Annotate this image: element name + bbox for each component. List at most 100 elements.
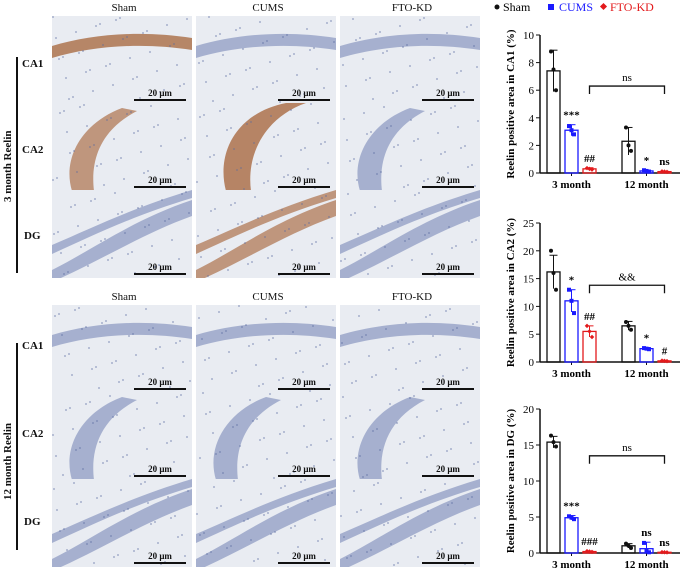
- scale-bar: 20 μm: [422, 88, 474, 101]
- data-point: [551, 271, 556, 276]
- scale-bar: 20 μm: [422, 464, 474, 477]
- data-point: [587, 329, 592, 334]
- scale-bar: 20 μm: [134, 377, 186, 390]
- scale-bar-label: 20 μm: [148, 175, 172, 185]
- data-point: [647, 550, 651, 555]
- x-tick-label: 3 month: [552, 179, 591, 191]
- legend-cums-label: CUMS: [559, 0, 593, 14]
- micrograph-panel: 20 μm: [52, 190, 192, 278]
- scale-bar: 20 μm: [422, 175, 474, 188]
- data-point: [659, 549, 665, 555]
- bar-cums: [639, 170, 654, 174]
- scale-bar-label: 20 μm: [292, 262, 316, 272]
- significance-label: ns: [659, 156, 670, 168]
- micrograph-panel: 20 μm: [52, 103, 192, 191]
- tissue-section-icon: [343, 105, 479, 191]
- data-point: [664, 550, 670, 555]
- data-point: [664, 358, 670, 364]
- y-axis-label: Reelin positive area in CA2 (%): [505, 218, 517, 368]
- tissue-section-icon: [52, 479, 192, 567]
- column-title-fto-kd-12m: FTO-KD: [391, 291, 433, 303]
- data-point: [567, 124, 571, 129]
- data-point: [551, 67, 556, 72]
- significance-label: ###: [581, 536, 598, 548]
- data-point: [572, 311, 576, 316]
- data-point: [584, 323, 590, 329]
- data-point: [587, 166, 592, 172]
- micrograph-panel: 20 μm: [340, 190, 480, 278]
- block-bracket-12-month: [16, 343, 18, 550]
- bar-fto-kd: [582, 550, 597, 554]
- y-tick-label: 8: [529, 58, 535, 70]
- data-point: [572, 517, 576, 522]
- scale-bar-line: [134, 562, 186, 564]
- data-point: [644, 346, 649, 351]
- scale-bar-line: [134, 475, 186, 477]
- data-point: [584, 548, 590, 554]
- scale-bar-label: 20 μm: [436, 175, 460, 185]
- scale-bar-label: 20 μm: [292, 464, 316, 474]
- data-point: [659, 169, 665, 174]
- significance-label: ns: [641, 527, 652, 539]
- bracket-label: ns: [622, 72, 632, 84]
- scale-bar-label: 20 μm: [436, 377, 460, 387]
- scale-bar-label: 20 μm: [436, 262, 460, 272]
- tissue-section-icon: [199, 392, 335, 480]
- significance-label: ***: [563, 110, 580, 122]
- data-point: [642, 346, 646, 351]
- data-point: [589, 549, 595, 555]
- micrograph-panel: 20 μm: [340, 479, 480, 567]
- micrograph-panel: 20 μm: [340, 392, 480, 480]
- data-point: [554, 287, 558, 292]
- significance-label: ##: [584, 311, 596, 323]
- tissue-section-icon: [196, 16, 336, 103]
- data-point: [624, 541, 628, 546]
- y-tick-label: 15: [523, 440, 535, 452]
- bar-cums: [564, 129, 579, 174]
- tissue-section-icon: [196, 190, 336, 278]
- data-point: [567, 514, 571, 519]
- scale-bar-label: 20 μm: [292, 175, 316, 185]
- bar-cums: [639, 348, 654, 363]
- data-point: [629, 545, 633, 550]
- micrograph-panel: 20 μm: [52, 16, 192, 104]
- bracket-label: &&: [618, 271, 636, 283]
- y-tick-label: 0: [529, 357, 535, 369]
- data-point: [567, 287, 571, 292]
- scale-bar-line: [422, 99, 474, 101]
- scale-bar: 20 μm: [134, 551, 186, 564]
- data-point: [629, 148, 633, 153]
- data-point: [624, 125, 628, 130]
- bracket-label: ns: [622, 442, 632, 454]
- row-label-12m-ca2: CA2: [22, 428, 44, 440]
- scale-bar-label: 20 μm: [436, 464, 460, 474]
- tissue-section-icon: [52, 104, 189, 191]
- bar-sham: [621, 325, 636, 363]
- data-point: [569, 128, 574, 133]
- data-point: [642, 168, 646, 173]
- micrograph-panel: 20 μm: [52, 392, 192, 480]
- scale-bar: 20 μm: [278, 377, 330, 390]
- data-point: [659, 358, 665, 363]
- scale-bar-line: [278, 273, 330, 275]
- row-label-3m-dg: DG: [24, 230, 41, 242]
- micrograph-panel: 20 μm: [340, 16, 480, 104]
- scale-bar-line: [422, 475, 474, 477]
- data-point: [569, 298, 574, 303]
- scale-bar-line: [134, 99, 186, 101]
- y-tick-label: 10: [523, 30, 535, 42]
- bar-fto-kd: [657, 551, 672, 554]
- data-point: [572, 132, 576, 137]
- scale-bar: 20 μm: [134, 175, 186, 188]
- data-point: [584, 165, 590, 171]
- data-point: [549, 433, 553, 438]
- block-title-3-month: 3 month Reelin: [2, 130, 14, 203]
- x-tick-label: 12 month: [624, 179, 668, 191]
- y-tick-label: 2: [529, 140, 535, 152]
- y-axis-label: Reelin positive area in DG (%): [505, 409, 517, 554]
- data-point: [664, 169, 670, 175]
- bar-fto-kd: [657, 360, 672, 363]
- y-tick-label: 15: [523, 274, 535, 286]
- scale-bar-line: [134, 388, 186, 390]
- tissue-section-icon: [340, 190, 480, 278]
